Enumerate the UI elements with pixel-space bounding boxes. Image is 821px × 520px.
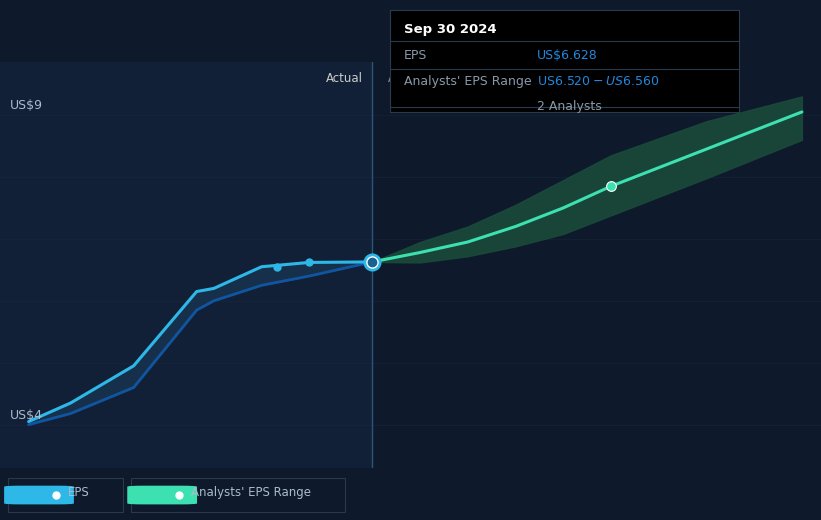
Text: Analysts' EPS Range: Analysts' EPS Range: [404, 75, 531, 88]
Text: Analysts' EPS Range: Analysts' EPS Range: [191, 487, 311, 499]
FancyBboxPatch shape: [127, 486, 197, 504]
Text: Analysts Forecasts: Analysts Forecasts: [388, 72, 498, 85]
Text: US$4: US$4: [10, 409, 43, 422]
Text: Sep 30 2024: Sep 30 2024: [404, 22, 497, 35]
Text: EPS: EPS: [404, 49, 427, 62]
FancyBboxPatch shape: [131, 478, 345, 512]
Text: Actual: Actual: [326, 72, 363, 85]
FancyBboxPatch shape: [4, 486, 74, 504]
FancyBboxPatch shape: [8, 478, 123, 512]
Text: US$6.628: US$6.628: [537, 49, 597, 62]
Text: 2 Analysts: 2 Analysts: [537, 100, 601, 113]
Text: EPS: EPS: [68, 487, 89, 499]
Bar: [0, 62, 372, 468]
Text: US$9: US$9: [10, 99, 43, 112]
Text: US$6.520 - US$6.560: US$6.520 - US$6.560: [537, 75, 658, 88]
